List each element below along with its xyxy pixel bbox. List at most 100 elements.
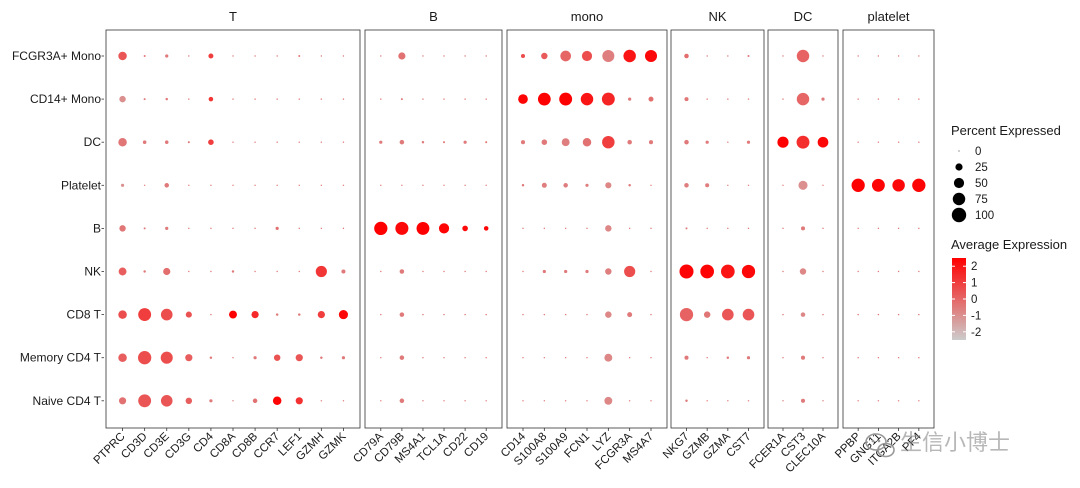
dot-b-ptprc [119, 225, 126, 232]
dot-cd14-mono-cd22 [464, 98, 466, 100]
facet-label-mono: mono [571, 9, 604, 24]
dot-cd14-mono-cst3 [796, 92, 810, 106]
dot-dc-nkg7 [684, 139, 689, 145]
facet-strip-mono [507, 8, 667, 26]
dot-cd8-t-cst7 [742, 308, 755, 321]
dot-dc-cd79b [399, 139, 405, 145]
dot-b-cd8b [254, 227, 256, 230]
dot-naive-cd4-t-cst3 [800, 398, 806, 403]
dot-naive-cd4-t-cd3g [185, 397, 193, 405]
color-legend-label-2: 2 [971, 261, 977, 273]
dot-platelet-nkg7 [684, 183, 689, 188]
dot-platelet-pf4 [912, 178, 926, 192]
dot-platelet-fcer1a [782, 184, 784, 187]
dot-cd8-t-itga2b [897, 313, 900, 316]
dot-platelet-ccr7 [276, 184, 278, 187]
dot-fcgr3a-mono-cd4 [208, 53, 214, 59]
dot-cd8-t-s100a9 [564, 313, 567, 316]
dot-naive-cd4-t-pf4 [918, 400, 920, 402]
size-legend-key-75 [952, 192, 966, 206]
dot-nk-cd3g [188, 270, 190, 273]
size-legend-key-100 [951, 207, 967, 223]
dot-memory-cd4-t-cd3g [185, 354, 193, 362]
dot-platelet-cst3 [798, 180, 808, 190]
dot-naive-cd4-t-cd3e [160, 394, 173, 407]
dot-b-fcer1a [782, 227, 784, 230]
dot-b-cst7 [747, 227, 750, 230]
dot-dc-gng11 [877, 141, 880, 143]
dot-dc-cd4 [208, 139, 214, 145]
dot-cd14-mono-clec10a [821, 97, 825, 101]
dot-nk-cd8b [254, 270, 256, 273]
dot-fcgr3a-mono-gzmb [706, 55, 708, 57]
dot-platelet-ptprc [120, 183, 125, 187]
row-label-memory-cd4-t: Memory CD4 T [20, 351, 102, 365]
dot-cd14-mono-nkg7 [684, 97, 689, 102]
dot-dc-ms4a7 [648, 140, 654, 145]
dot-fcgr3a-mono-ms4a7 [644, 49, 658, 63]
size-legend-label-50: 50 [975, 178, 988, 190]
dot-nk-cd8a [231, 270, 235, 273]
dot-dc-lef1 [298, 141, 300, 143]
dot-memory-cd4-t-ccr7 [273, 354, 281, 361]
dot-nk-itga2b [897, 270, 900, 273]
dot-platelet-itga2b [892, 179, 905, 192]
dot-fcgr3a-mono-ptprc [118, 51, 127, 61]
dot-platelet-cd8b [254, 184, 256, 187]
dot-nk-lyz [605, 268, 612, 275]
facet-panel-platelet [842, 29, 935, 429]
dot-dc-cd19 [485, 141, 488, 144]
color-legend-title: Average Expression [951, 237, 1067, 252]
dot-memory-cd4-t-cd22 [464, 356, 466, 359]
dot-memory-cd4-t-fcer1a [782, 356, 784, 359]
dot-cd8-t-cd3d [138, 308, 152, 322]
dot-platelet-ms4a7 [650, 184, 652, 187]
dot-platelet-gzmh [320, 184, 323, 187]
size-legend-label-75: 75 [975, 194, 988, 206]
dot-b-lef1 [298, 227, 300, 230]
dot-b-cd4 [210, 227, 212, 230]
dot-memory-cd4-t-s100a8 [543, 356, 546, 359]
dot-cd8-t-gng11 [877, 313, 880, 316]
dot-cd14-mono-cd4 [208, 96, 214, 102]
size-legend-title: Percent Expressed [951, 123, 1061, 138]
dot-b-clec10a [822, 227, 824, 230]
size-legend-label-0: 0 [975, 146, 981, 158]
dot-cd8-t-gzmb [703, 311, 711, 318]
dot-dc-ptprc [118, 137, 127, 147]
dot-dc-ccr7 [276, 141, 278, 143]
dot-platelet-fcgr3a [628, 184, 631, 187]
dot-cd8-t-cd14 [522, 313, 524, 316]
dot-dc-s100a8 [541, 139, 548, 145]
dot-nk-cd3e [163, 267, 171, 276]
dot-nk-nkg7 [679, 264, 694, 279]
dot-dc-clec10a [817, 136, 829, 148]
dot-naive-cd4-t-nkg7 [685, 399, 688, 403]
dot-dc-gzmk [342, 141, 345, 143]
dot-fcgr3a-mono-cd8a [232, 55, 234, 57]
dot-fcgr3a-mono-cd22 [464, 55, 466, 57]
dot-nk-ms4a1 [422, 270, 424, 273]
dot-nk-ppbp [857, 270, 859, 273]
dot-nk-lef1 [298, 270, 300, 273]
dot-b-cd8a [232, 227, 234, 230]
dot-cd14-mono-ms4a1 [422, 98, 424, 100]
dot-naive-cd4-t-gzmb [706, 400, 708, 402]
dot-b-gzma [727, 227, 729, 230]
dot-platelet-lef1 [298, 184, 300, 187]
dot-b-gzmb [706, 227, 708, 230]
dot-platelet-cst7 [747, 184, 750, 187]
dot-b-cd14 [522, 227, 524, 230]
dot-naive-cd4-t-cd22 [464, 400, 466, 402]
dot-b-ms4a1 [416, 221, 430, 235]
dot-nk-cst3 [799, 268, 807, 275]
dot-platelet-gzmk [342, 184, 345, 187]
dot-platelet-cd3g [188, 184, 190, 187]
dot-nk-fcer1a [782, 270, 784, 273]
dot-fcgr3a-mono-gng11 [877, 55, 880, 57]
dot-fcgr3a-mono-fcer1a [782, 55, 784, 57]
dot-b-tcl1a [438, 223, 450, 234]
dot-cd8-t-nkg7 [679, 307, 694, 322]
dot-fcgr3a-mono-pf4 [918, 55, 920, 57]
dot-cd8-t-cd79a [380, 313, 382, 316]
